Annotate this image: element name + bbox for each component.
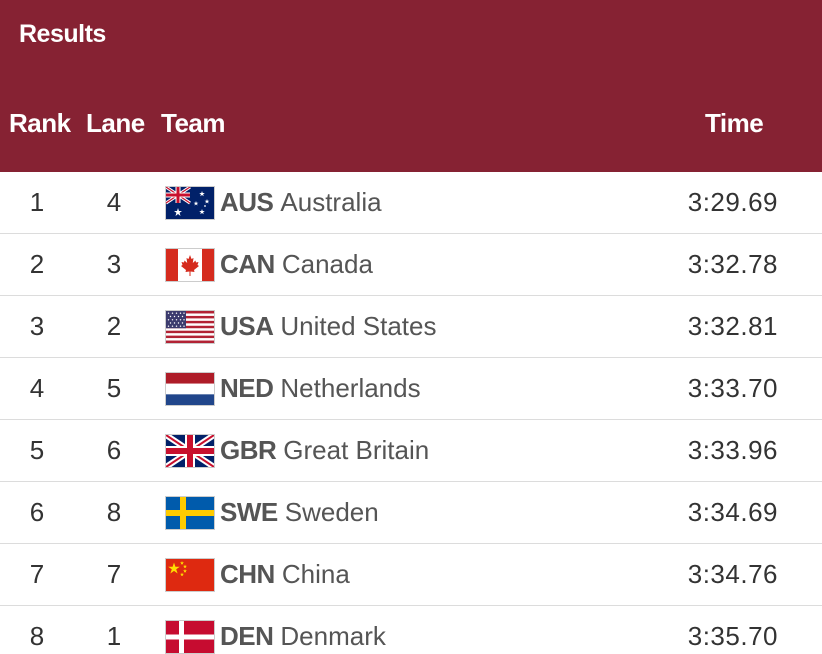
country-code: GBR (220, 435, 277, 465)
table-row[interactable]: 7 7 CHN China 3:34.76 (0, 544, 822, 606)
rank-cell: 2 (29, 249, 45, 279)
country-code: SWE (220, 497, 278, 527)
column-header-time[interactable]: Time (705, 108, 764, 138)
rank-cell: 3 (29, 311, 45, 341)
great-britain-flag-icon (166, 434, 214, 467)
country-name: Great Britain (283, 435, 430, 465)
country-name: China (281, 559, 350, 589)
team-cell: GBR Great Britain (166, 420, 429, 481)
sweden-flag-icon (166, 496, 214, 529)
team-cell: DEN Denmark (166, 606, 386, 654)
column-header-team[interactable]: Team (161, 108, 226, 138)
team-cell: AUS Australia (166, 172, 382, 233)
country-name: Netherlands (280, 373, 421, 403)
team-cell: SWE Sweden (166, 482, 379, 543)
lane-cell: 2 (106, 311, 122, 341)
country-name: United States (280, 311, 437, 341)
table-row[interactable]: 8 1 DEN Denmark 3:35.70 (0, 606, 822, 654)
country-name: Denmark (280, 621, 386, 651)
column-header-rank[interactable]: Rank (9, 108, 71, 138)
time-cell: 3:29.69 (687, 187, 778, 217)
australia-flag-icon (166, 186, 214, 219)
team-cell: NED Netherlands (166, 358, 421, 419)
table-row[interactable]: 5 6 GBR Great Britain 3:33.96 (0, 420, 822, 482)
table-row[interactable]: 1 4 (0, 172, 822, 234)
rank-cell: 6 (29, 497, 45, 527)
table-row[interactable]: 2 3 CAN Canada 3:32.78 (0, 234, 822, 296)
country-code: CAN (220, 249, 275, 279)
canada-flag-icon (166, 248, 214, 281)
time-cell: 3:34.76 (687, 559, 778, 589)
country-name: Australia (280, 187, 382, 217)
column-header-lane[interactable]: Lane (86, 108, 145, 138)
rank-cell: 5 (29, 435, 45, 465)
rank-cell: 7 (29, 559, 45, 589)
table-row[interactable]: 6 8 SWE Sweden 3:34.69 (0, 482, 822, 544)
team-cell: CHN China (166, 544, 350, 605)
country-code: AUS (220, 187, 274, 217)
time-cell: 3:33.96 (687, 435, 778, 465)
usa-flag-icon (166, 310, 214, 343)
country-name: Sweden (284, 497, 379, 527)
team-cell: CAN Canada (166, 234, 373, 295)
rank-cell: 1 (29, 187, 45, 217)
lane-cell: 4 (106, 187, 122, 217)
rank-cell: 4 (29, 373, 45, 403)
time-cell: 3:35.70 (687, 621, 778, 651)
table-row[interactable]: 3 2 (0, 296, 822, 358)
lane-cell: 8 (106, 497, 122, 527)
country-name: Canada (281, 249, 373, 279)
team-cell: USA United States (166, 296, 437, 357)
time-cell: 3:32.78 (687, 249, 778, 279)
table-row[interactable]: 4 5 NED Netherlands 3:33.70 (0, 358, 822, 420)
rank-cell: 8 (29, 621, 45, 651)
country-code: DEN (220, 621, 274, 651)
lane-cell: 7 (106, 559, 122, 589)
lane-cell: 3 (106, 249, 122, 279)
time-cell: 3:34.69 (687, 497, 778, 527)
time-cell: 3:32.81 (687, 311, 778, 341)
country-code: NED (220, 373, 274, 403)
china-flag-icon (166, 558, 214, 591)
lane-cell: 1 (106, 621, 122, 651)
results-title: Results (19, 20, 106, 48)
time-cell: 3:33.70 (687, 373, 778, 403)
country-code: USA (220, 311, 274, 341)
lane-cell: 6 (106, 435, 122, 465)
lane-cell: 5 (106, 373, 122, 403)
results-rows: 1 4 (0, 172, 822, 654)
netherlands-flag-icon (166, 372, 214, 405)
results-header: Results Rank Lane Team Time (0, 0, 822, 172)
denmark-flag-icon (166, 620, 214, 653)
country-code: CHN (220, 559, 275, 589)
